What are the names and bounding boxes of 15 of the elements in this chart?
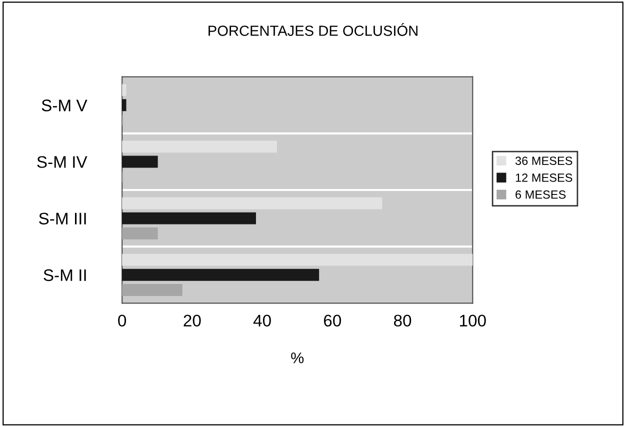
x-axis-title: %	[291, 352, 304, 364]
y-tick-label: S-M II	[44, 269, 86, 282]
x-tick-label: 40	[253, 314, 271, 327]
x-tick-label: 100	[460, 314, 486, 327]
x-tick-label: 0	[118, 314, 126, 327]
legend-label: 6 MESES	[516, 190, 566, 199]
y-tick-label: S-M V	[42, 100, 88, 112]
y-tick-label: S-M IV	[37, 156, 88, 168]
x-tick-label: 60	[324, 314, 342, 327]
chart-title: PORCENTAJES DE OCLUSIÓN	[208, 23, 418, 36]
x-tick-label: 80	[394, 314, 412, 327]
legend-label: 36 MESES	[515, 156, 572, 165]
y-tick-label: S-M III	[39, 212, 86, 225]
legend-label: 12 MESES	[516, 174, 572, 182]
x-tick-label: 20	[184, 314, 201, 327]
